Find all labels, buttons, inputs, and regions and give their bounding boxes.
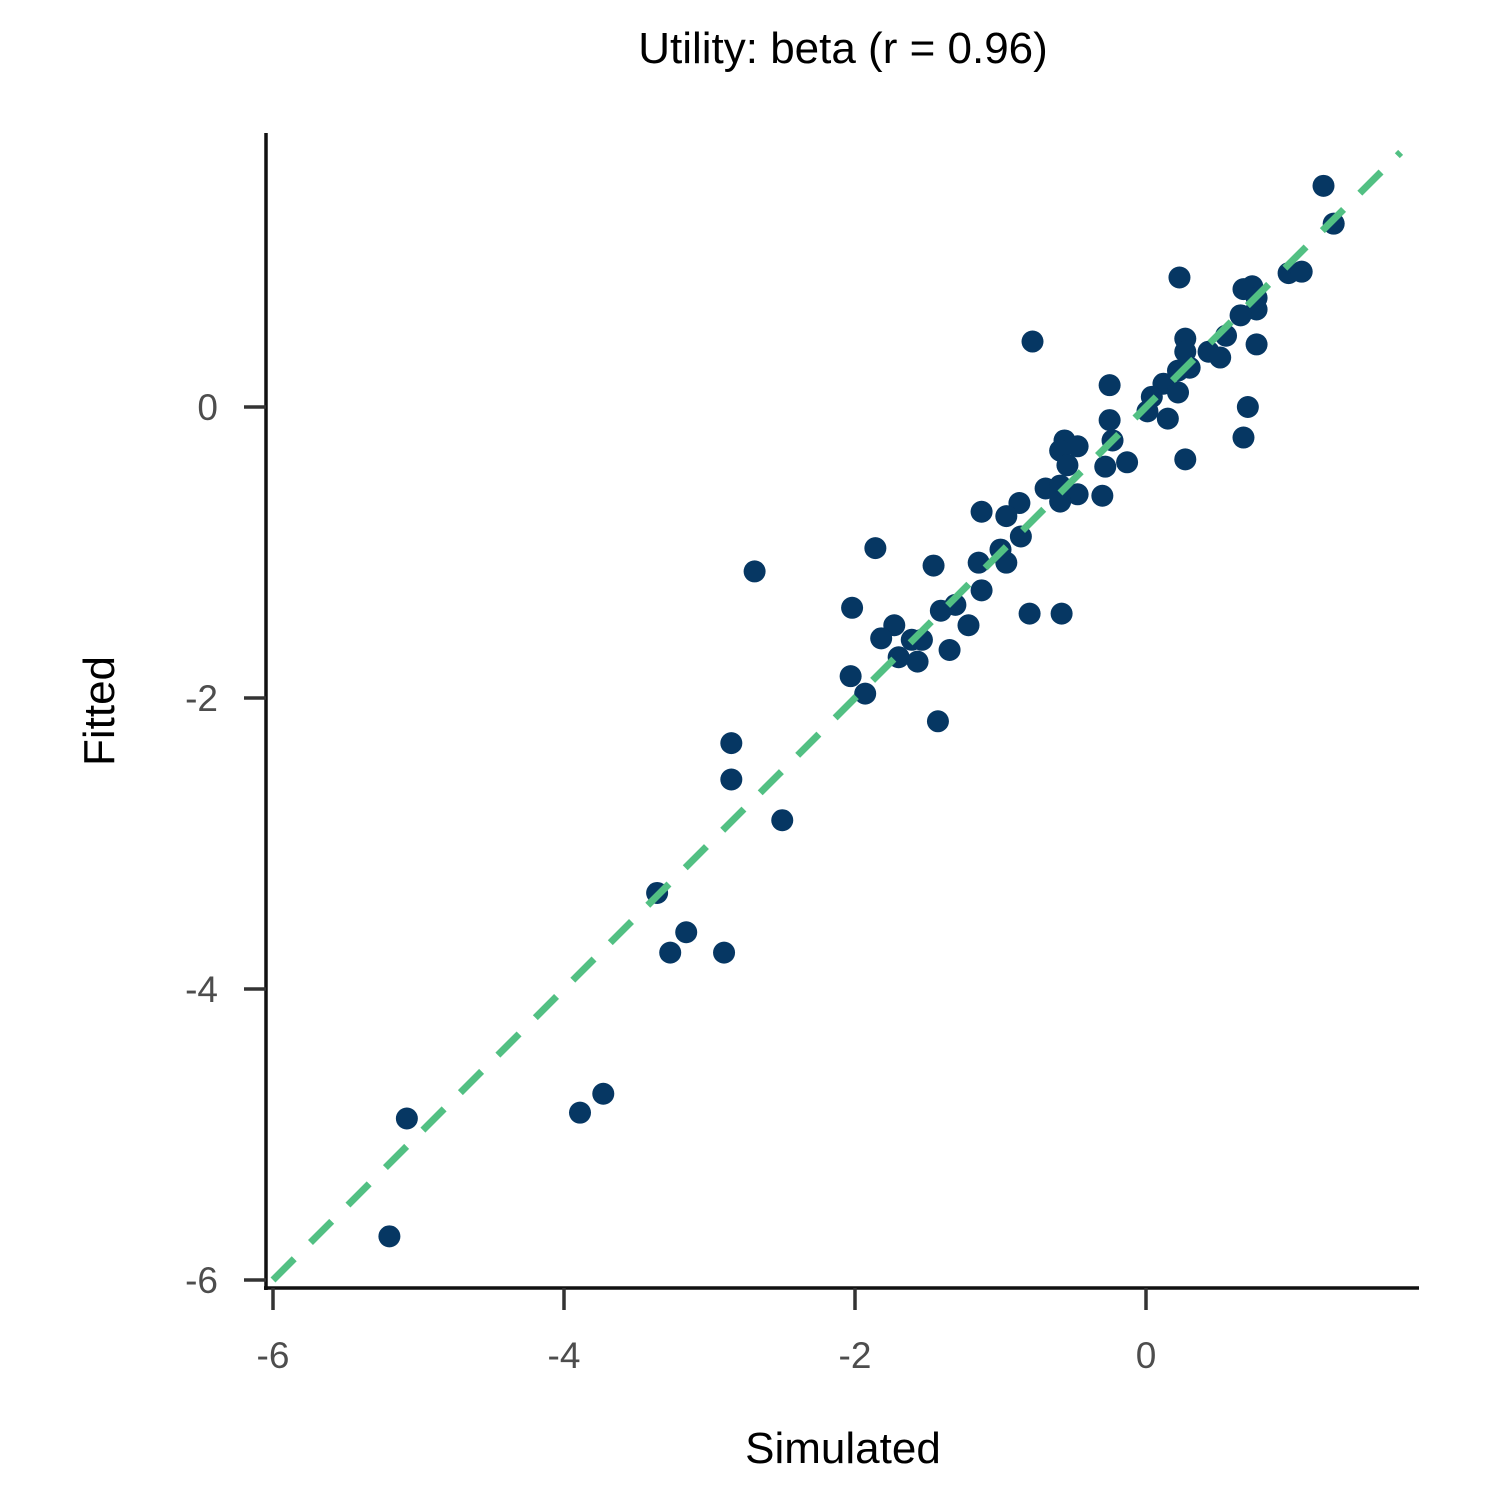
data-point (841, 596, 864, 619)
data-point (1232, 426, 1255, 449)
data-point (1066, 483, 1089, 506)
y-axis-label: Fitted (75, 656, 124, 766)
data-point (906, 650, 929, 673)
y-tick-label: 0 (197, 387, 218, 428)
data-point (1209, 346, 1232, 369)
data-point (1116, 451, 1139, 474)
data-point (659, 941, 682, 964)
data-point (957, 614, 980, 637)
data-point (1174, 340, 1197, 363)
data-point (592, 1082, 615, 1105)
x-axis-label: Simulated (745, 1424, 941, 1473)
x-tick-label: -6 (257, 1335, 290, 1376)
data-point (995, 551, 1018, 574)
data-point (1018, 602, 1041, 625)
data-point (1094, 455, 1117, 478)
data-point (743, 560, 766, 583)
data-point (1236, 396, 1259, 418)
data-point (1168, 266, 1191, 289)
data-point (854, 682, 877, 705)
data-point (1056, 454, 1079, 477)
data-point (967, 551, 990, 574)
data-point (720, 732, 743, 755)
data-point (970, 500, 993, 523)
y-tick-label: -4 (185, 969, 218, 1010)
data-point (1290, 260, 1313, 283)
data-point (922, 554, 945, 577)
data-point (1167, 381, 1190, 404)
data-point (995, 505, 1018, 528)
data-point (1229, 304, 1252, 327)
data-point (1050, 602, 1073, 625)
x-tick-label: -4 (548, 1335, 581, 1376)
data-point (1066, 435, 1089, 458)
data-point (1021, 330, 1044, 353)
data-point (1156, 407, 1179, 430)
data-point (870, 627, 893, 650)
y-tick-label: -2 (185, 678, 218, 719)
data-point (938, 638, 961, 661)
data-point (839, 665, 862, 688)
data-point (1245, 333, 1268, 356)
x-tick-label: 0 (1136, 1335, 1157, 1376)
data-point (378, 1225, 401, 1248)
data-point (926, 710, 949, 733)
data-point (1174, 448, 1197, 471)
data-point (569, 1101, 592, 1124)
data-point (864, 537, 887, 560)
data-point (395, 1107, 418, 1130)
y-tick-label: -6 (185, 1260, 218, 1301)
data-point (1136, 400, 1159, 423)
x-tick-label: -2 (839, 1335, 872, 1376)
data-point (1091, 484, 1114, 507)
data-point (713, 941, 736, 964)
data-point (720, 768, 743, 791)
chart-title: Utility: beta (r = 0.96) (638, 24, 1048, 73)
identity-reference-line (270, 149, 1404, 1283)
data-point (970, 579, 993, 602)
data-point (1049, 490, 1072, 513)
data-point (771, 809, 794, 832)
data-point (929, 599, 952, 622)
data-point (1098, 374, 1121, 397)
data-point (1098, 409, 1121, 432)
data-point (675, 921, 698, 944)
data-point (1312, 174, 1335, 197)
